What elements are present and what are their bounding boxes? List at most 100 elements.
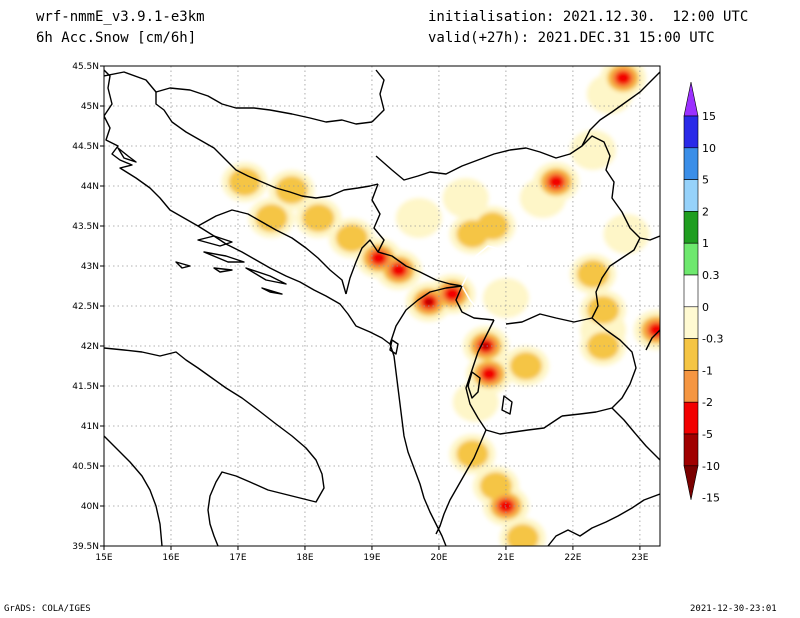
- border-macedonia-bulgaria: [561, 317, 637, 417]
- lon-tick-label: 20E: [430, 553, 447, 563]
- lake-outline: [467, 371, 481, 399]
- lake-outline: [501, 395, 513, 415]
- colorbar-swatch: [683, 179, 699, 212]
- lat-tick-label: 43.5N: [72, 222, 99, 232]
- init-time: initialisation: 2021.12.30. 12:00 UTC: [428, 9, 749, 25]
- colorbar-swatch: [683, 433, 699, 467]
- snow-cell: [570, 130, 617, 170]
- snow-cell: [482, 343, 490, 349]
- snow-cell: [586, 332, 620, 360]
- border-romania-east: [581, 71, 660, 147]
- snow-cell: [456, 440, 489, 468]
- lon-tick-label: 15E: [95, 553, 112, 563]
- lon-tick-label: 19E: [363, 553, 380, 563]
- island-outline: [197, 235, 233, 247]
- colorbar-swatch: [683, 147, 699, 180]
- snow-cell: [442, 178, 489, 218]
- lat-tick-label: 41N: [81, 422, 99, 432]
- field-title: 6h Acc.Snow [cm/6h]: [36, 30, 197, 46]
- snow-field-layer: [221, 66, 660, 546]
- longitude-ticks: 15E 16E 17E 18E 19E 20E 21E 22E 23E: [95, 546, 649, 563]
- colorbar-label: -1: [702, 364, 713, 377]
- border-kosovo: [461, 245, 555, 325]
- lat-tick-label: 45N: [81, 102, 99, 112]
- colorbar-swatch: [683, 211, 699, 244]
- snow-cell: [302, 204, 335, 232]
- greece-coast: [547, 493, 660, 546]
- border-north: [104, 71, 373, 125]
- colorbar-swatch: [683, 338, 699, 371]
- colorbar-swatch: [683, 274, 699, 308]
- snow-cell: [648, 323, 660, 337]
- border-albania-macedonia: [465, 319, 495, 431]
- colorbar-swatch: [683, 401, 699, 435]
- border-serbia-bulgaria: [591, 237, 641, 319]
- colorbar-swatch: [683, 242, 699, 276]
- island-outline: [175, 261, 191, 269]
- model-title: wrf-nmmE_v3.9.1-e3km: [36, 9, 205, 25]
- snow-cell: [255, 204, 288, 232]
- snow-cell: [228, 168, 261, 196]
- colorbar-label: 0.3: [702, 269, 720, 282]
- lat-tick-label: 41.5N: [72, 382, 99, 392]
- island-outline: [117, 147, 137, 163]
- border-serbia-romania: [375, 135, 641, 239]
- snow-cell: [390, 263, 407, 277]
- snow-cell: [615, 71, 632, 85]
- colorbar-label: 5: [702, 174, 709, 187]
- island-outline: [261, 287, 283, 295]
- lon-tick-label: 21E: [497, 553, 514, 563]
- lat-tick-label: 44N: [81, 182, 99, 192]
- colorbar-swatch: [683, 306, 699, 339]
- snow-cell: [275, 176, 308, 204]
- lat-tick-label: 43N: [81, 262, 99, 272]
- border-croatia-bosnia-south: [197, 209, 347, 295]
- lat-tick-label: 40N: [81, 502, 99, 512]
- colorbar-label: -10: [702, 460, 720, 473]
- lat-tick-label: 39.5N: [72, 542, 99, 552]
- valid-time: valid(+27h): 2021.DEC.31 15:00 UTC: [428, 30, 715, 46]
- graticule: [104, 66, 660, 546]
- island-outline: [213, 267, 233, 273]
- border-bosnia-serbia: [371, 183, 385, 253]
- border-bulgaria-east: [645, 329, 660, 351]
- border-albania-kosovo: [455, 285, 495, 321]
- border-serbia-north: [371, 69, 385, 123]
- snow-cell: [481, 367, 498, 381]
- colorbar-swatch: [683, 370, 699, 403]
- colorbar-label: 1: [702, 237, 709, 250]
- border-macedonia-greece: [485, 415, 563, 435]
- snow-cell: [603, 214, 650, 254]
- snow-cell: [506, 524, 539, 546]
- colorbar-label: 15: [702, 110, 716, 123]
- border-bulgaria-greece: [611, 407, 660, 461]
- lat-tick-label: 44.5N: [72, 142, 99, 152]
- lat-tick-label: 45.5N: [72, 62, 99, 72]
- border-serbia-macedonia: [505, 313, 593, 325]
- snow-cell: [548, 175, 565, 189]
- lon-tick-label: 22E: [564, 553, 581, 563]
- border-albania-greece: [435, 429, 487, 535]
- lake-outline: [389, 339, 399, 355]
- snow-cell: [425, 299, 433, 305]
- lon-tick-label: 23E: [631, 553, 648, 563]
- snow-cell: [370, 251, 387, 265]
- colorbar-label: -15: [702, 492, 720, 505]
- italy-east-coast: [104, 347, 325, 546]
- lon-tick-label: 17E: [229, 553, 246, 563]
- snow-cell: [452, 382, 499, 422]
- danube-border: [639, 235, 660, 241]
- latitude-ticks: 39.5N 40N 40.5N 41N 41.5N 42N 42.5N 43N 43.5N 44N…: [72, 62, 104, 552]
- lat-tick-label: 42N: [81, 342, 99, 352]
- colorbar-top-arrow: [683, 81, 699, 117]
- colorbar-label: -2: [702, 396, 713, 409]
- colorbar-swatch: [683, 115, 699, 149]
- lat-tick-label: 40.5N: [72, 462, 99, 472]
- credit-label: GrADS: COLA/IGES: [4, 604, 91, 614]
- lon-tick-label: 16E: [162, 553, 179, 563]
- island-outline: [203, 251, 245, 263]
- border-croatia-bosnia: [155, 92, 379, 199]
- colorbar-label: 2: [702, 205, 709, 218]
- adriatic-east-coast: [104, 69, 447, 546]
